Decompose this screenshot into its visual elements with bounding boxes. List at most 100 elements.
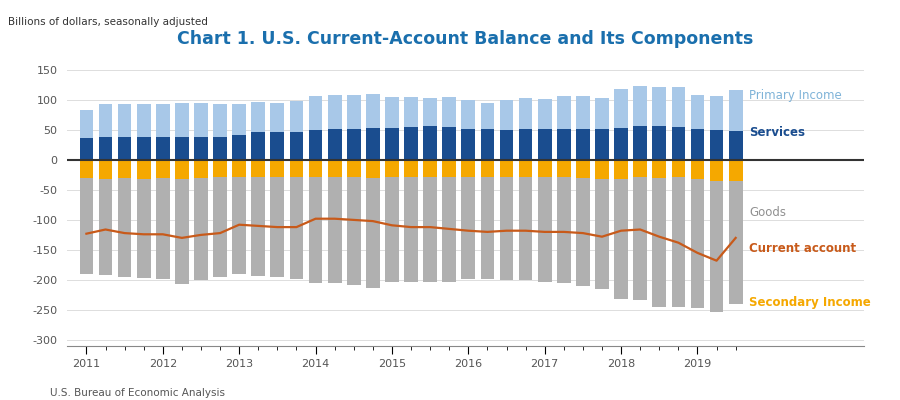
Bar (634, 86, 647, 126)
Bar (500, 130, 513, 160)
Bar (690, 95, 705, 129)
Bar (652, 178, 666, 307)
Text: Current account: Current account (749, 242, 856, 255)
Bar (614, 179, 628, 299)
Bar (481, 160, 494, 177)
Bar (271, 132, 284, 160)
Bar (175, 179, 189, 284)
Bar (385, 160, 399, 177)
Bar (290, 160, 303, 177)
Bar (614, 89, 628, 128)
Bar (557, 177, 571, 283)
Bar (290, 132, 303, 160)
Text: U.S. Bureau of Economic Analysis: U.S. Bureau of Economic Analysis (50, 388, 224, 398)
Bar (99, 137, 112, 160)
Bar (118, 160, 131, 178)
Bar (137, 137, 150, 160)
Bar (79, 178, 94, 274)
Bar (251, 132, 266, 160)
Bar (576, 96, 590, 129)
Bar (614, 160, 628, 179)
Bar (404, 127, 418, 160)
Bar (366, 94, 380, 128)
Bar (538, 160, 552, 177)
Bar (710, 160, 724, 181)
Bar (404, 97, 418, 127)
Bar (137, 104, 150, 137)
Bar (118, 136, 131, 160)
Bar (518, 177, 533, 280)
Bar (481, 177, 494, 279)
Bar (213, 177, 227, 278)
Bar (213, 104, 227, 136)
Bar (729, 181, 742, 304)
Bar (557, 96, 571, 129)
Title: Chart 1. U.S. Current-Account Balance and Its Components: Chart 1. U.S. Current-Account Balance an… (177, 30, 753, 48)
Bar (366, 160, 380, 178)
Bar (500, 177, 513, 280)
Bar (213, 136, 227, 160)
Bar (443, 127, 456, 160)
Bar (290, 177, 303, 279)
Bar (156, 160, 170, 178)
Bar (481, 103, 494, 129)
Bar (614, 128, 628, 160)
Bar (634, 177, 647, 300)
Bar (404, 177, 418, 282)
Bar (118, 178, 131, 277)
Bar (729, 131, 742, 160)
Bar (557, 160, 571, 177)
Bar (595, 160, 609, 179)
Bar (99, 160, 112, 179)
Bar (346, 129, 361, 160)
Bar (423, 177, 437, 282)
Bar (271, 103, 284, 132)
Bar (99, 104, 112, 137)
Bar (328, 160, 341, 177)
Bar (652, 87, 666, 126)
Bar (576, 178, 590, 286)
Bar (500, 160, 513, 177)
Bar (671, 88, 685, 127)
Bar (175, 137, 189, 160)
Bar (194, 137, 208, 160)
Bar (232, 104, 246, 135)
Bar (271, 177, 284, 278)
Bar (79, 110, 94, 138)
Bar (385, 97, 399, 128)
Bar (156, 104, 170, 137)
Bar (309, 130, 322, 160)
Text: Billions of dollars, seasonally adjusted: Billions of dollars, seasonally adjusted (7, 17, 208, 27)
Bar (251, 160, 266, 177)
Bar (271, 160, 284, 177)
Bar (671, 160, 685, 177)
Bar (232, 135, 246, 160)
Bar (729, 90, 742, 131)
Bar (690, 129, 705, 160)
Bar (194, 160, 208, 178)
Bar (232, 177, 246, 274)
Bar (251, 102, 266, 132)
Bar (346, 160, 361, 177)
Bar (194, 178, 208, 280)
Bar (385, 177, 399, 282)
Bar (595, 129, 609, 160)
Bar (290, 101, 303, 132)
Bar (710, 181, 724, 312)
Bar (251, 177, 266, 276)
Text: Goods: Goods (749, 206, 786, 219)
Bar (518, 98, 533, 129)
Bar (518, 160, 533, 177)
Bar (443, 177, 456, 282)
Bar (481, 129, 494, 160)
Bar (79, 160, 94, 178)
Bar (500, 100, 513, 130)
Bar (634, 160, 647, 177)
Bar (404, 160, 418, 177)
Bar (385, 128, 399, 160)
Bar (462, 160, 475, 177)
Bar (576, 160, 590, 178)
Bar (156, 178, 170, 279)
Bar (710, 96, 724, 130)
Bar (538, 129, 552, 160)
